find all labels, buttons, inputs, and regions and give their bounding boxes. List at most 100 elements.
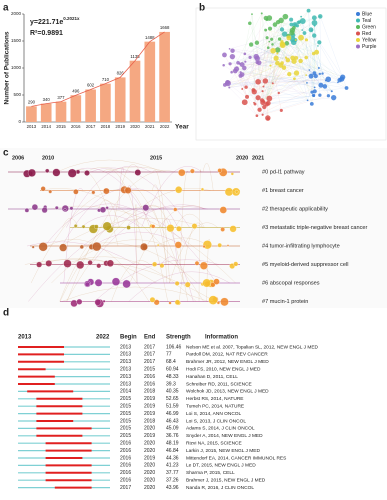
- network-node: [239, 62, 245, 68]
- end-year: 2022: [96, 335, 110, 341]
- bar: [70, 95, 82, 122]
- begin-cell: 2016: [120, 441, 131, 447]
- network-link: [223, 65, 263, 92]
- network-node: [262, 104, 267, 110]
- network-node: [261, 113, 264, 116]
- network-node: [289, 22, 294, 27]
- cluster-node: [152, 261, 158, 267]
- info-cell: Rizvi NA, 2015, SCIENCE: [186, 440, 242, 446]
- bar: [85, 89, 96, 122]
- y-tick-label: 0: [18, 119, 21, 124]
- network-link: [242, 88, 258, 116]
- network-link: [227, 83, 256, 105]
- cluster-node: [226, 244, 230, 247]
- cluster-node: [91, 190, 96, 195]
- end-cell: 2019: [144, 455, 155, 461]
- trend-line: [31, 31, 165, 107]
- network-node: [309, 102, 314, 106]
- network-node: [268, 40, 271, 43]
- begin-cell: 2016: [120, 470, 131, 476]
- network-node: [306, 82, 308, 84]
- citation-arc: [40, 188, 204, 302]
- citation-arc: [145, 204, 189, 302]
- network-link: [263, 86, 308, 101]
- cluster-node: [176, 225, 182, 232]
- end-cell: 2020: [144, 478, 155, 484]
- network-node: [242, 65, 247, 71]
- network-node: [273, 55, 279, 61]
- network-link: [258, 87, 347, 98]
- value-label: 710: [102, 77, 110, 82]
- network-link: [269, 53, 278, 99]
- network-node: [337, 81, 339, 84]
- network-node: [280, 61, 284, 65]
- network-link: [262, 34, 285, 115]
- network-node: [228, 48, 231, 50]
- cluster-node: [63, 208, 67, 212]
- cluster-node: [122, 279, 131, 289]
- y-tick-label: 1000: [11, 65, 22, 70]
- network-link: [253, 13, 262, 91]
- info-cell: Snyder A, 2014, NEW ENGL J MED: [186, 433, 263, 439]
- end-cell: 2020: [144, 441, 155, 447]
- citation-arc: [26, 241, 136, 265]
- network-node: [228, 62, 232, 66]
- citation-arc: [90, 204, 207, 265]
- network-node: [281, 31, 288, 37]
- citation-arc: [71, 167, 154, 228]
- network-link: [300, 16, 315, 92]
- end-cell: 2019: [144, 411, 155, 417]
- network-link: [257, 24, 296, 63]
- network-link: [254, 53, 314, 92]
- network-link: [280, 65, 319, 69]
- network-node: [262, 85, 265, 88]
- citation-arc: [66, 165, 152, 228]
- network-node: [244, 60, 247, 63]
- panel-label: b: [199, 3, 205, 14]
- network-node: [298, 34, 304, 41]
- network-node: [255, 114, 259, 118]
- network-node: [311, 20, 318, 26]
- network-node: [294, 55, 299, 60]
- network-link: [266, 69, 310, 105]
- network-link: [229, 37, 302, 88]
- network-link: [261, 13, 271, 66]
- network-link: [306, 82, 338, 84]
- end-cell: 2018: [144, 418, 155, 424]
- network-link: [229, 48, 340, 81]
- citation-arc: [106, 166, 167, 173]
- info-cell: Tumeh PC, 2014, NATURE: [186, 403, 244, 409]
- citation-arc: [129, 205, 205, 284]
- value-label: 602: [87, 83, 95, 88]
- cluster-node: [67, 168, 77, 178]
- strength-cell: 40.35: [166, 389, 179, 395]
- citation-arc: [61, 286, 209, 302]
- network-node: [284, 41, 290, 46]
- network-node: [281, 65, 287, 70]
- y-tick-label: 1500: [11, 38, 22, 43]
- x-tick-label: 2014: [41, 124, 51, 129]
- network-node: [299, 18, 306, 25]
- end-cell: 2015: [144, 367, 155, 373]
- bar: [114, 77, 126, 122]
- network-node: [284, 56, 288, 59]
- legend-swatch: [356, 31, 360, 36]
- x-tick-label: 2019: [115, 124, 125, 129]
- end-cell: 2020: [144, 426, 155, 432]
- network-link: [227, 64, 243, 84]
- cluster-node: [219, 206, 227, 214]
- network-node: [293, 23, 297, 26]
- cluster-label: #7 mucin-1 protein: [262, 299, 308, 305]
- network-node: [260, 99, 266, 106]
- cluster-node: [84, 170, 90, 176]
- network-link: [245, 56, 257, 88]
- y-axis-label: Number of Publications: [4, 31, 11, 104]
- network-link: [249, 23, 258, 43]
- year-label: 2021: [252, 155, 264, 161]
- citation-arc: [92, 231, 183, 247]
- network-node: [326, 94, 331, 98]
- network-link: [227, 82, 320, 96]
- x-tick-label: 2016: [71, 124, 81, 129]
- citation-arc: [56, 159, 162, 173]
- network-node: [267, 26, 273, 31]
